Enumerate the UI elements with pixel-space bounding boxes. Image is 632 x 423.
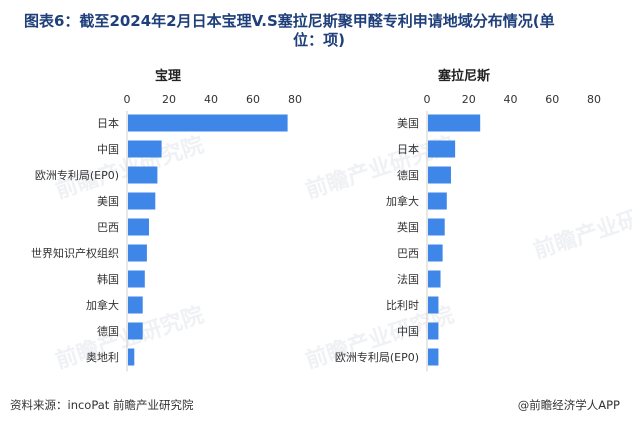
bar [428, 140, 456, 158]
bar [128, 322, 143, 340]
x-tick-label: 60 [246, 93, 260, 106]
category-label: 加拿大 [86, 298, 119, 312]
bar [428, 166, 451, 184]
bar [428, 270, 441, 288]
category-label: 欧洲专利局(EP0) [335, 350, 419, 364]
bar [428, 192, 447, 210]
x-tick-label: 0 [424, 93, 431, 106]
category-label: 德国 [397, 168, 419, 182]
bar [428, 296, 439, 314]
category-label: 欧洲专利局(EP0) [35, 168, 119, 182]
category-label: 世界知识产权组织 [31, 246, 119, 260]
chart-title-line2: 位：项) [293, 31, 345, 49]
chart-title-line1: 图表6：截至2024年2月日本宝理V.S塞拉尼斯聚甲醛专利申请地域分布情况(单 [24, 12, 555, 30]
x-tick-label: 40 [504, 93, 518, 106]
category-label: 美国 [97, 195, 119, 208]
category-label: 法国 [397, 272, 419, 286]
bar [428, 322, 439, 340]
x-tick-label: 20 [462, 93, 476, 106]
category-label: 德国 [97, 324, 119, 338]
bar [128, 166, 158, 184]
bar [428, 114, 481, 132]
bar [128, 218, 149, 236]
bar [128, 192, 156, 210]
category-label: 巴西 [397, 247, 419, 260]
category-label: 加拿大 [386, 194, 419, 208]
category-label: 中国 [97, 143, 119, 156]
x-tick-label: 80 [587, 93, 601, 106]
panel-title: 塞拉尼斯 [438, 68, 490, 84]
x-tick-label: 80 [288, 93, 302, 106]
bar [428, 218, 445, 236]
category-label: 韩国 [97, 272, 119, 286]
bar [128, 114, 288, 132]
category-label: 英国 [397, 220, 419, 234]
x-tick-label: 20 [162, 93, 176, 106]
category-label: 比利时 [386, 299, 419, 312]
brand-credit: @前瞻经济学人APP [517, 398, 620, 412]
chart-title: 图表6：截至2024年2月日本宝理V.S塞拉尼斯聚甲醛专利申请地域分布情况(单 … [24, 12, 614, 50]
bar [128, 140, 162, 158]
category-label: 美国 [397, 117, 419, 130]
x-tick-label: 60 [545, 93, 559, 106]
x-tick-label: 0 [124, 93, 131, 106]
category-label: 日本 [397, 142, 419, 156]
category-label: 中国 [397, 325, 419, 338]
bar [428, 348, 439, 366]
category-label: 奥地利 [86, 350, 119, 364]
panel-title: 宝理 [155, 68, 181, 84]
x-tick-label: 40 [204, 93, 218, 106]
bar [128, 270, 145, 288]
bar [128, 244, 147, 262]
source-note: 资料来源：incoPat 前瞻产业研究院 [10, 398, 194, 412]
category-label: 日本 [97, 116, 119, 130]
bar [428, 244, 443, 262]
bar [128, 348, 135, 366]
bar [128, 296, 143, 314]
category-label: 巴西 [97, 221, 119, 234]
